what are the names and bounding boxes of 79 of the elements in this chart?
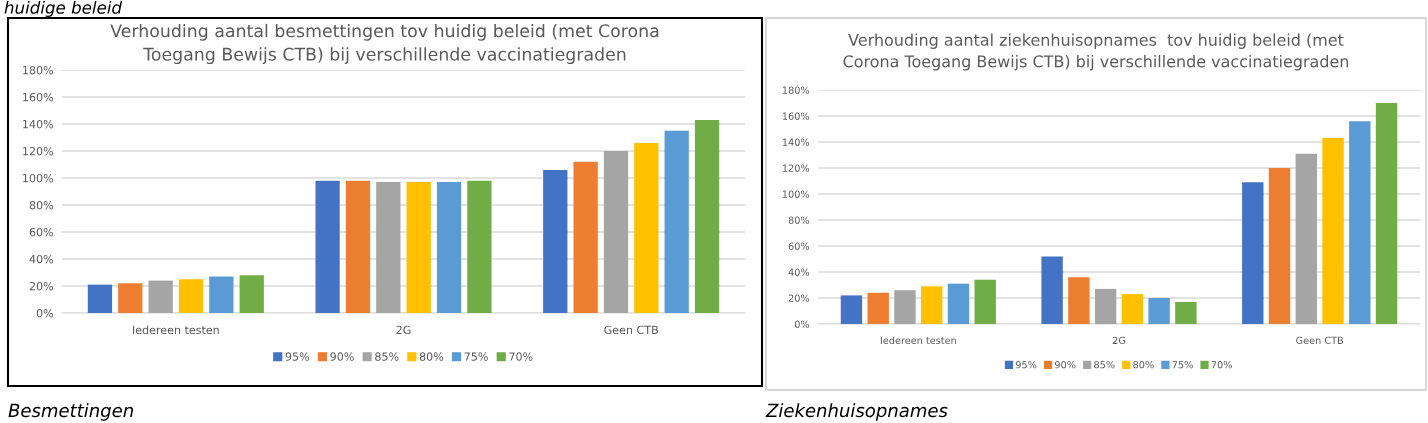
legend-label: 95% bbox=[285, 352, 310, 361]
y-tick-label: 100% bbox=[23, 173, 54, 183]
bar bbox=[87, 284, 113, 313]
bar bbox=[867, 292, 889, 324]
bar bbox=[436, 182, 462, 313]
legend-label: 95% bbox=[1015, 361, 1037, 369]
x-tick-label: 2G bbox=[1112, 336, 1126, 345]
bar bbox=[921, 286, 943, 324]
bar bbox=[376, 182, 401, 313]
y-tick-label: 180% bbox=[23, 65, 54, 75]
legend-label: 75% bbox=[1172, 361, 1193, 369]
bar bbox=[603, 151, 629, 313]
text: Ziekenhuisopnames bbox=[765, 403, 948, 421]
legend-label: 70% bbox=[1211, 361, 1232, 369]
bar bbox=[947, 283, 970, 324]
y-tick-label: 120% bbox=[23, 146, 54, 156]
bar bbox=[315, 180, 340, 313]
y-tick-label: 0% bbox=[794, 320, 810, 328]
text: Besmettingen bbox=[8, 403, 134, 421]
bar bbox=[1349, 121, 1371, 324]
chart-title: Verhouding aantal besmettingen tov huidig beleid (met Corona Toegang Bewijs CTB) bij verschillende vaccinatiegraden bbox=[110, 23, 659, 65]
bar bbox=[1041, 256, 1063, 324]
bar bbox=[573, 161, 598, 313]
bar bbox=[1175, 301, 1197, 324]
bar bbox=[345, 180, 371, 313]
bar bbox=[694, 119, 720, 313]
legend-label: 75% bbox=[464, 352, 488, 361]
bar bbox=[634, 142, 659, 313]
y-tick-label: 60% bbox=[788, 242, 810, 250]
y-tick-label: 40% bbox=[29, 254, 54, 264]
y-tick-label: 40% bbox=[788, 268, 810, 276]
y-tick-label: 100% bbox=[782, 190, 810, 198]
bar bbox=[840, 295, 863, 324]
y-tick-label: 140% bbox=[23, 119, 54, 129]
x-tick-label: Geen CTB bbox=[604, 325, 658, 335]
bar bbox=[467, 180, 492, 313]
y-tick-label: 120% bbox=[782, 164, 810, 172]
y-tick-label: 140% bbox=[782, 138, 810, 146]
bar bbox=[239, 275, 264, 313]
legend-label: 90% bbox=[330, 352, 354, 361]
bar bbox=[1094, 288, 1117, 324]
y-tick-label: 180% bbox=[782, 86, 810, 94]
bar bbox=[1148, 298, 1170, 324]
y-tick-label: 20% bbox=[788, 294, 810, 302]
legend-label: 85% bbox=[375, 352, 399, 361]
y-tick-label: 0% bbox=[36, 308, 54, 318]
y-tick-label: 60% bbox=[29, 227, 54, 237]
y-tick-label: 80% bbox=[29, 200, 54, 210]
legend-label: 85% bbox=[1094, 361, 1115, 369]
bar bbox=[1322, 138, 1344, 324]
bar bbox=[209, 276, 234, 313]
bar bbox=[1068, 277, 1090, 324]
legend-label: 70% bbox=[509, 352, 533, 361]
y-tick-label: 160% bbox=[782, 112, 810, 120]
bar bbox=[406, 182, 431, 313]
bar bbox=[1242, 182, 1264, 324]
x-tick-label: Geen CTB bbox=[1296, 336, 1344, 345]
bar bbox=[664, 130, 689, 313]
y-tick-label: 160% bbox=[23, 92, 54, 102]
legend-label: 90% bbox=[1055, 361, 1076, 369]
x-tick-label: Iedereen testen bbox=[133, 325, 219, 335]
y-tick-label: 80% bbox=[788, 216, 810, 224]
x-tick-label: 2G bbox=[396, 325, 411, 335]
chart-title: Verhouding aantal ziekenhuisopnames tov huidig beleid (met Corona Toegang Bewijs CTB) bij verschillende vaccinatiegraden bbox=[843, 33, 1349, 71]
text: huidige beleid bbox=[4, 0, 123, 18]
bar bbox=[1295, 153, 1317, 324]
x-tick-label: Iedereen testen bbox=[880, 336, 956, 345]
bar bbox=[1121, 294, 1144, 324]
bar bbox=[1375, 103, 1398, 324]
bar bbox=[894, 290, 916, 324]
bar bbox=[118, 283, 143, 313]
legend-label: 80% bbox=[1133, 361, 1154, 369]
bar bbox=[1268, 168, 1291, 324]
bar bbox=[543, 169, 568, 313]
legend-label: 80% bbox=[419, 352, 444, 361]
bar bbox=[974, 279, 996, 324]
bar bbox=[148, 280, 173, 313]
y-tick-label: 20% bbox=[29, 281, 54, 291]
bar bbox=[178, 279, 204, 313]
